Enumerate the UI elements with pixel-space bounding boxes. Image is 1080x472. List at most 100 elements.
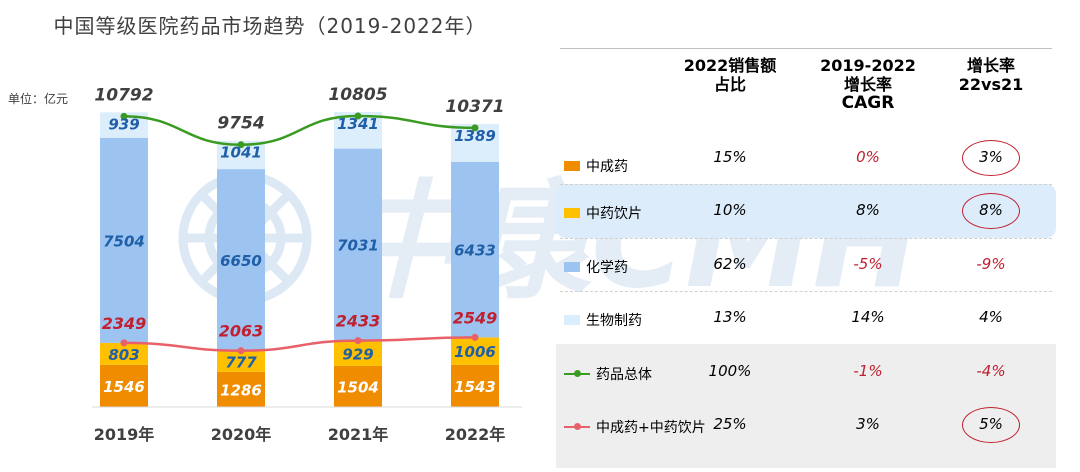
table-top-rule bbox=[560, 48, 1052, 49]
bar-tcm-pieces-3 bbox=[334, 340, 382, 366]
point-tcm-total-1 bbox=[120, 339, 128, 347]
bar-tcm-patent-1 bbox=[100, 364, 148, 407]
legend-biologic: 生物制药 bbox=[564, 310, 642, 330]
label-biologic-4: 1389 bbox=[454, 127, 496, 145]
legend-label-chemical: 化学药 bbox=[586, 260, 628, 276]
cell-tcm-total-share: 25% bbox=[713, 415, 747, 433]
label-tcm-pieces-3: 929 bbox=[342, 345, 373, 363]
label-tcm-pieces-2: 777 bbox=[225, 353, 257, 371]
point-tcm-total-4 bbox=[471, 333, 479, 341]
label-biologic-2: 1041 bbox=[220, 144, 262, 162]
label-tcm-total-3: 2433 bbox=[336, 312, 381, 331]
legend-chemical: 化学药 bbox=[564, 257, 628, 277]
row-divider-4 bbox=[560, 291, 1052, 292]
point-total-1 bbox=[120, 112, 128, 120]
bar-tcm-pieces-1 bbox=[100, 342, 148, 365]
label-total-2: 9754 bbox=[217, 114, 264, 134]
bar-chemical-2 bbox=[217, 169, 265, 351]
circle-highlight-tcm-total bbox=[962, 407, 1020, 443]
col-header-share-line-2: 占比 bbox=[713, 75, 746, 94]
label-tcm-total-2: 2063 bbox=[219, 322, 264, 341]
label-tcm-pieces-4: 1006 bbox=[454, 343, 496, 361]
labels-layer: 1546 803 7504 939 2019年 1286 777 6650 1041 2020年 1… bbox=[94, 85, 506, 444]
cell-tcm-pieces-cagr: 8% bbox=[856, 201, 880, 219]
label-total-4: 10371 bbox=[445, 97, 504, 117]
circle-highlight-tcm-pieces bbox=[962, 193, 1020, 229]
legend-swatch-chemical bbox=[564, 262, 580, 272]
legend-label-total: 药品总体 bbox=[596, 367, 652, 383]
legend-total: 药品总体 bbox=[564, 364, 652, 384]
legend-swatch-tcm-patent bbox=[564, 161, 580, 171]
label-biologic-1: 939 bbox=[108, 115, 139, 133]
bar-tcm-patent-4 bbox=[451, 364, 499, 407]
grey-band bbox=[556, 344, 1056, 468]
line-tcm-total bbox=[123, 336, 476, 352]
col-header-cagr-line-2: 增长率 bbox=[843, 75, 892, 94]
label-tcm-total-4: 2549 bbox=[453, 308, 498, 327]
label-total-3: 10805 bbox=[328, 85, 387, 105]
cell-chemical-share: 62% bbox=[713, 255, 747, 273]
legend-label-tcm-total: 中成药+中药饮片 bbox=[596, 420, 706, 436]
cell-biologic-growth: 4% bbox=[979, 308, 1003, 326]
cell-total-cagr: -1% bbox=[853, 362, 883, 380]
legend-tcm-patent: 中成药 bbox=[564, 156, 628, 176]
stacked-bar-chart: 1546 803 7504 939 2019年 1286 777 6650 1041 2020年 1… bbox=[92, 85, 522, 444]
col-header-growth-line-2: 22vs21 bbox=[958, 75, 1024, 94]
circle-highlight-tcm-patent bbox=[962, 140, 1020, 176]
label-tcm-patent-4: 1543 bbox=[454, 378, 496, 396]
label-chemical-1: 7504 bbox=[103, 232, 145, 250]
bar-chemical-3 bbox=[334, 148, 382, 341]
x-tick-label-4: 2022年 bbox=[445, 425, 506, 444]
legend-line-swatch-total bbox=[564, 368, 590, 380]
label-tcm-pieces-1: 803 bbox=[108, 346, 139, 364]
page-title: 中国等级医院药品市场趋势（2019-2022年） bbox=[53, 14, 487, 38]
bar-tcm-patent-3 bbox=[334, 365, 382, 407]
bar-tcm-pieces-4 bbox=[451, 337, 499, 365]
label-tcm-patent-2: 1286 bbox=[220, 381, 262, 399]
cell-total-share: 100% bbox=[708, 362, 752, 380]
cell-tcm-patent-cagr: 0% bbox=[856, 148, 880, 166]
cell-biologic-share: 13% bbox=[713, 308, 747, 326]
bars-layer bbox=[100, 112, 499, 407]
col-header-growth: 增长率 22vs21 bbox=[921, 56, 1061, 94]
cell-biologic-cagr: 14% bbox=[851, 308, 885, 326]
legend-label-tcm-pieces: 中药饮片 bbox=[586, 206, 642, 222]
cell-tcm-pieces-share: 10% bbox=[713, 201, 747, 219]
cell-tcm-total-cagr: 3% bbox=[856, 415, 880, 433]
x-tick-label-3: 2021年 bbox=[328, 425, 389, 444]
col-header-share: 2022销售额 占比 bbox=[660, 56, 800, 94]
label-chemical-3: 7031 bbox=[337, 237, 379, 255]
lines-layer bbox=[120, 112, 479, 355]
bar-tcm-patent-2 bbox=[217, 371, 265, 407]
label-tcm-total-1: 2349 bbox=[102, 314, 147, 333]
point-total-4 bbox=[471, 124, 479, 132]
stats-table: 2022销售额 占比 2019-2022 增长率 CAGR 增长率 22vs21 中成药 15%… bbox=[556, 0, 1061, 472]
unit-label: 单位：亿元 bbox=[8, 92, 69, 106]
label-total-1: 10792 bbox=[94, 85, 153, 105]
label-chemical-4: 6433 bbox=[454, 242, 496, 260]
col-header-growth-line-1: 增长率 bbox=[966, 56, 1015, 75]
legend-swatch-biologic bbox=[564, 315, 580, 325]
row-divider-2 bbox=[560, 184, 1052, 185]
label-tcm-patent-3: 1504 bbox=[337, 378, 379, 396]
legend-tcm-total: 中成药+中药饮片 bbox=[564, 417, 706, 437]
col-header-cagr-line-3: CAGR bbox=[841, 93, 895, 113]
point-total-2 bbox=[237, 141, 245, 149]
legend-tcm-pieces: 中药饮片 bbox=[564, 203, 642, 223]
legend-swatch-tcm-pieces bbox=[564, 208, 580, 218]
x-tick-label-1: 2019年 bbox=[94, 425, 155, 444]
label-biologic-3: 1341 bbox=[337, 115, 379, 133]
cell-tcm-patent-share: 15% bbox=[713, 148, 747, 166]
x-tick-label-2: 2020年 bbox=[211, 425, 272, 444]
col-header-share-line-1: 2022销售额 bbox=[683, 56, 777, 75]
legend-label-biologic: 生物制药 bbox=[586, 313, 642, 329]
legend-label-tcm-patent: 中成药 bbox=[586, 159, 628, 175]
cell-chemical-growth: -9% bbox=[976, 255, 1006, 273]
cell-chemical-cagr: -5% bbox=[853, 255, 883, 273]
legend-line-swatch-tcm-total bbox=[564, 421, 590, 433]
cell-total-growth: -4% bbox=[976, 362, 1006, 380]
point-tcm-total-2 bbox=[237, 347, 245, 355]
col-header-cagr: 2019-2022 增长率 CAGR bbox=[798, 56, 938, 113]
row-divider-3 bbox=[560, 238, 1052, 239]
label-tcm-patent-1: 1546 bbox=[103, 378, 145, 396]
